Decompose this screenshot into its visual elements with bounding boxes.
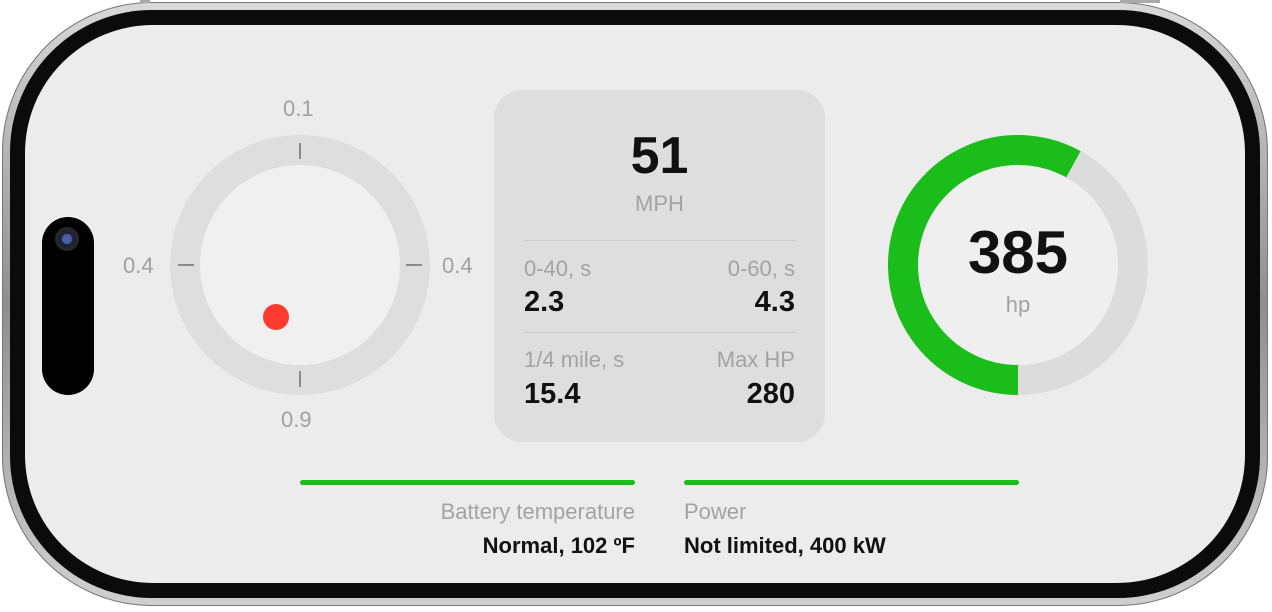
balance-left-label: 0.4	[123, 253, 154, 278]
side-button-top	[140, 0, 150, 3]
power-bar	[684, 480, 1019, 485]
card-divider	[524, 332, 796, 333]
power-label: Power	[684, 499, 747, 524]
side-button-right	[1120, 0, 1160, 3]
balance-right-label: 0.4	[442, 253, 473, 278]
balance-dot	[263, 304, 289, 330]
power-value: 385	[967, 219, 1069, 286]
battery-temperature-bar	[300, 480, 635, 485]
stat-label-max-hp: Max HP	[716, 347, 795, 372]
balance-dial	[170, 135, 430, 395]
card-divider	[524, 240, 796, 241]
power-status-value: Not limited, 400 kW	[684, 533, 886, 558]
stat-value-0-60: 4.3	[754, 286, 795, 318]
power-ring	[888, 135, 1148, 395]
stat-label-quarter-mile: 1/4 mile, s	[524, 347, 625, 372]
balance-bottom-label: 0.9	[281, 407, 312, 432]
speed-unit: MPH	[635, 191, 684, 216]
power-unit: hp	[1005, 292, 1031, 317]
battery-temperature-value: Normal, 102 ºF	[482, 533, 635, 558]
performance-card: 51 MPH 0-40, s 0-60, s 2.3 4.3 1/4 mile,…	[494, 90, 825, 442]
balance-top-label: 0.1	[283, 96, 314, 121]
camera-icon	[55, 227, 79, 251]
stat-value-max-hp: 280	[746, 378, 795, 410]
stat-value-0-40: 2.3	[524, 286, 565, 318]
stat-label-0-40: 0-40, s	[524, 256, 592, 281]
battery-temperature-label: Battery temperature	[440, 499, 635, 524]
dynamic-island	[42, 217, 94, 395]
speed-value: 51	[630, 127, 689, 185]
power-ring-fill	[888, 135, 1081, 395]
stat-label-0-60: 0-60, s	[727, 256, 795, 281]
stat-value-quarter-mile: 15.4	[524, 378, 581, 410]
